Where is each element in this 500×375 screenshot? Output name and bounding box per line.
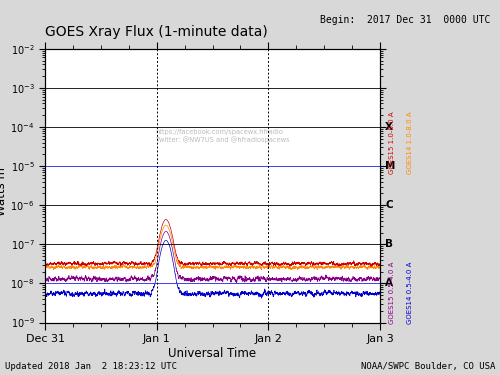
Text: GOES15 0.5-4.0 A: GOES15 0.5-4.0 A (390, 261, 396, 324)
Text: C: C (385, 200, 392, 210)
Text: A: A (385, 278, 393, 288)
Text: NOAA/SWPC Boulder, CO USA: NOAA/SWPC Boulder, CO USA (360, 362, 495, 371)
X-axis label: Universal Time: Universal Time (168, 347, 256, 360)
Text: https://facebook.com/spacewx.hfradio
Twitter: @NW7US and @hfradiospacews: https://facebook.com/spacewx.hfradio Twi… (156, 129, 289, 143)
Text: GOES15 1.0-8.0 A: GOES15 1.0-8.0 A (390, 111, 396, 174)
Text: Updated 2018 Jan  2 18:23:12 UTC: Updated 2018 Jan 2 18:23:12 UTC (5, 362, 177, 371)
Y-axis label: Watts m⁻²: Watts m⁻² (0, 156, 8, 216)
Text: GOES Xray Flux (1-minute data): GOES Xray Flux (1-minute data) (45, 26, 268, 39)
Text: GOES14 1.0-8.0 A: GOES14 1.0-8.0 A (407, 111, 413, 174)
Text: GOES14 0.5-4.0 A: GOES14 0.5-4.0 A (407, 261, 413, 324)
Text: B: B (385, 239, 393, 249)
Text: Begin:  2017 Dec 31  0000 UTC: Begin: 2017 Dec 31 0000 UTC (320, 15, 490, 25)
Text: M: M (385, 161, 396, 171)
Text: X: X (385, 122, 393, 132)
